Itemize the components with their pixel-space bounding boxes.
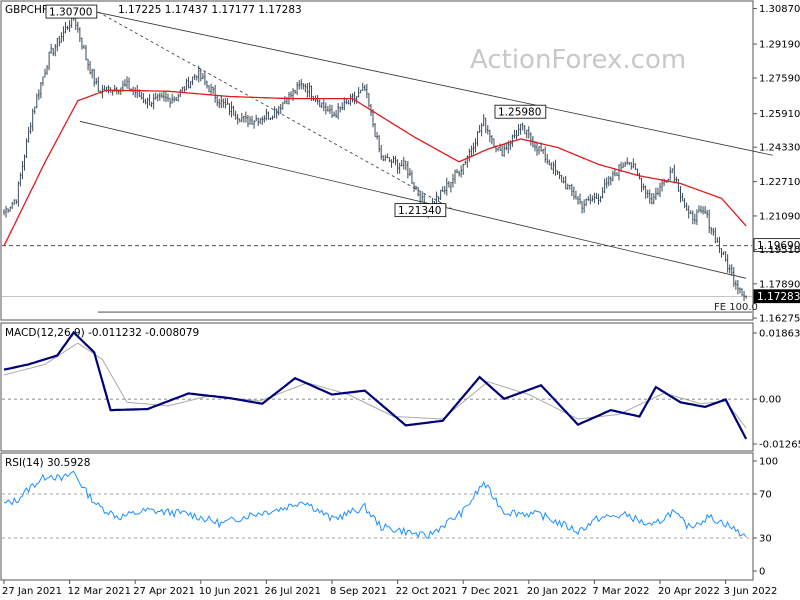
label-support-box: [753, 238, 800, 253]
rsi-tick-label: 30: [759, 534, 772, 545]
rsi-title: RSI(14) 30.5928: [5, 457, 90, 469]
x-tick-label: 22 Oct 2021: [396, 586, 458, 597]
rsi-line: [2, 470, 752, 539]
x-tick-label: 26 Jul 2021: [264, 586, 321, 597]
label-high-2-box: [494, 104, 547, 119]
x-tick-label: 3 Jun 2022: [724, 586, 778, 597]
x-tick-label: 7 Mar 2022: [592, 586, 649, 597]
rsi-tick-label: 70: [759, 490, 772, 501]
label-fe: FE 100.0: [714, 302, 758, 313]
label-low-1: 1.21340: [398, 205, 441, 217]
ma-series-line: [3, 89, 747, 247]
channel-upper-line: [96, 11, 773, 156]
price-tick-label: 1.19510: [759, 245, 800, 256]
price-tick-label: 1.25910: [759, 109, 800, 120]
x-tick-label: 20 Jan 2022: [527, 586, 587, 597]
rsi-tick-label: 100: [759, 457, 778, 468]
macd-title: MACD(12,26,9) -0.011232 -0.008079: [5, 327, 199, 339]
x-tick-label: 7 Dec 2021: [461, 586, 519, 597]
macd-axis: 0.018639 0.00 -0.012654: [753, 329, 800, 451]
macd-series-line: [3, 330, 748, 440]
watermark: ActionForex.com: [470, 45, 686, 75]
x-tick-label: 27 Apr 2021: [133, 586, 195, 597]
label-high-2: 1.25980: [498, 107, 541, 119]
price-tick-label: 1.21090: [759, 211, 800, 222]
price-tick-label: 1.30870: [759, 4, 800, 15]
channel-lower-line: [79, 120, 747, 279]
label-current: 1.17283: [757, 291, 800, 303]
price-axis: 1.30870 1.29190 1.27590 1.25910 1.24330 1.227…: [753, 4, 800, 325]
label-low-1-box: [394, 203, 447, 218]
x-tick-label: 8 Sep 2021: [330, 586, 387, 597]
rsi-axis: 100 70 30 0: [753, 457, 778, 578]
price-tick-label: 1.29190: [759, 40, 800, 51]
macd-tick-label: 0.018639: [759, 329, 800, 340]
price-tick-label: 1.16275: [759, 314, 800, 325]
label-high-1: 1.30700: [49, 7, 92, 19]
rsi-tick-label: 0: [759, 567, 765, 578]
macd-tick-label: -0.012654: [759, 440, 800, 451]
price-tick-label: 1.24330: [759, 143, 800, 154]
label-current-box: [753, 289, 800, 304]
label-high-1-box: [45, 4, 98, 19]
x-tick-label: 20 Apr 2022: [658, 586, 720, 597]
price-candles: [3, 9, 747, 301]
price-header-ohlc: 1.17225 1.17437 1.17177 1.17283: [118, 4, 302, 16]
label-support: 1.19690: [757, 240, 800, 252]
price-tick-label: 1.27590: [759, 74, 800, 85]
price-tick-label: 1.17890: [759, 279, 800, 290]
price-tick-label: 1.22710: [759, 177, 800, 188]
x-tick-label: 27 Jan 2021: [2, 586, 62, 597]
macd-tick-label: 0.00: [759, 395, 781, 406]
macd-lines: [2, 330, 752, 440]
rsi-series-line: [3, 470, 747, 539]
x-axis: 27 Jan 2021 12 Mar 2021 27 Apr 2021 10 Jun …: [2, 580, 777, 597]
x-tick-label: 12 Mar 2021: [68, 586, 131, 597]
moving-average: [3, 89, 747, 247]
x-tick-label: 10 Jun 2021: [199, 586, 259, 597]
macd-panel-frame: [0, 322, 754, 452]
